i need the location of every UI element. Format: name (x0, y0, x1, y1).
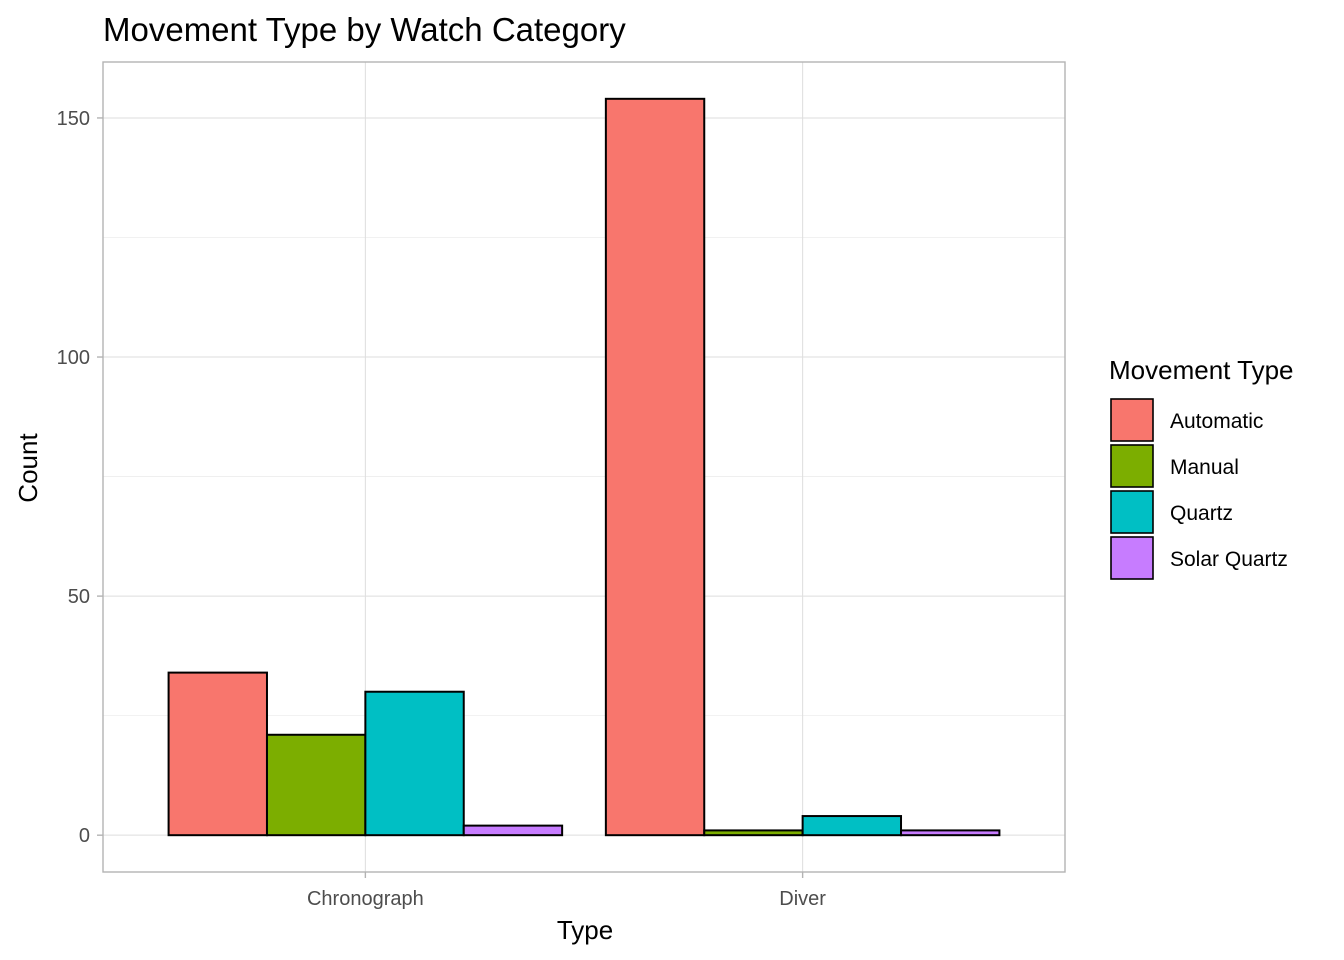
bar-manual-diver (703, 829, 804, 837)
legend-label: Quartz (1170, 502, 1233, 525)
legend: Movement Type Automatic Manual Quartz Solar… (1109, 355, 1294, 580)
legend-key-solar-quartz (1110, 536, 1154, 580)
x-tick-label: Chronograph (307, 888, 424, 910)
bar-solar-quartz-diver (900, 829, 1001, 837)
bar-quartz-diver (801, 815, 903, 837)
legend-key-quartz (1110, 490, 1154, 534)
bar-solar-quartz-chronograph (462, 824, 564, 837)
x-axis-title: Type (557, 915, 613, 945)
legend-label: Automatic (1170, 410, 1263, 433)
bar-automatic-chronograph (167, 671, 268, 837)
chart-title: Movement Type by Watch Category (103, 11, 626, 48)
legend-label: Manual (1170, 456, 1239, 479)
legend-label: Solar Quartz (1170, 548, 1288, 571)
legend-items: Automatic Manual Quartz Solar Quartz (1110, 398, 1288, 580)
y-tick-label: 150 (57, 108, 90, 130)
x-tick-label: Diver (779, 888, 826, 910)
legend-title: Movement Type (1109, 355, 1294, 385)
bar-automatic-diver (604, 97, 706, 837)
y-tick-label: 50 (68, 586, 90, 608)
bar-quartz-chronograph (364, 690, 465, 837)
bar-manual-chronograph (265, 733, 367, 837)
panel-border (102, 61, 1066, 873)
legend-key-manual (1110, 444, 1154, 488)
axes: 0 50 100 150 Chronograph Diver (57, 108, 827, 910)
bars (167, 97, 1001, 837)
y-axis-title: Count (13, 433, 43, 503)
y-tick-label: 0 (79, 825, 90, 847)
legend-key-automatic (1110, 398, 1154, 442)
y-tick-label: 100 (57, 347, 90, 369)
